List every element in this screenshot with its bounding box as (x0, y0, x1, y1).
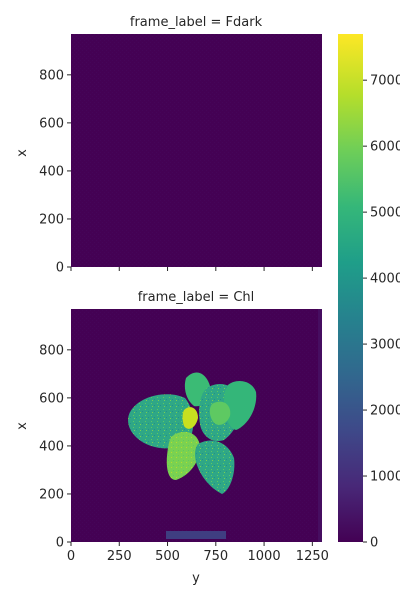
x-tick-label: 0 (67, 549, 75, 564)
x-tick-label: 250 (107, 549, 132, 564)
heatmap-image (71, 34, 322, 267)
panel-fdark: frame_label = Fdark 0 200 400 600 800 x (15, 15, 322, 276)
x-tick-label: 750 (203, 549, 228, 564)
y-tick-label: 200 (39, 487, 64, 502)
x-axis-label: y (192, 571, 200, 586)
y-tick-label: 200 (39, 212, 64, 227)
panel-title: frame_label = Fdark (130, 15, 263, 30)
x-axis: 0 250 500 750 1000 1250 (67, 542, 329, 564)
x-tick-label: 1250 (296, 549, 329, 564)
colorbar: 0 1000 2000 3000 4000 5000 6000 7000 (338, 34, 400, 551)
x-tick-label: 1000 (248, 549, 281, 564)
colorbar-ticks: 0 1000 2000 3000 4000 5000 6000 7000 (363, 74, 400, 551)
colorbar-tick-label: 2000 (370, 404, 400, 419)
y-tick-label: 400 (39, 164, 64, 179)
heatmap-edge (318, 309, 322, 542)
y-tick-label: 0 (56, 536, 64, 551)
y-tick-label: 800 (39, 343, 64, 358)
x-axis (70, 267, 313, 271)
y-tick-label: 400 (39, 439, 64, 454)
colorbar-tick-label: 4000 (370, 272, 400, 287)
panel-title: frame_label = Chl (138, 290, 255, 305)
colorbar-tick-label: 5000 (370, 206, 400, 221)
colorbar-tick-label: 6000 (370, 140, 400, 155)
y-axis-label: x (15, 422, 30, 430)
colorbar-tick-label: 3000 (370, 338, 400, 353)
y-tick-label: 0 (56, 261, 64, 276)
pot-strip (166, 531, 226, 539)
colorbar-tick-label: 7000 (370, 74, 400, 89)
y-tick-label: 800 (39, 68, 64, 83)
panel-chl: frame_label = Chl 0 200 400 600 800 0 250 500 7… (15, 290, 329, 586)
y-axis-label: x (15, 149, 30, 157)
y-axis: 0 200 400 600 800 (39, 343, 71, 551)
heatmap-image (71, 309, 322, 542)
colorbar-tick-label: 1000 (370, 470, 400, 485)
y-tick-label: 600 (39, 391, 64, 406)
colorbar-tick-label: 0 (370, 536, 378, 551)
y-axis: 0 200 400 600 800 (39, 68, 71, 276)
plant-shape (128, 372, 257, 494)
x-tick-label: 500 (155, 549, 180, 564)
colorbar-gradient (338, 34, 363, 542)
y-tick-label: 600 (39, 116, 64, 131)
